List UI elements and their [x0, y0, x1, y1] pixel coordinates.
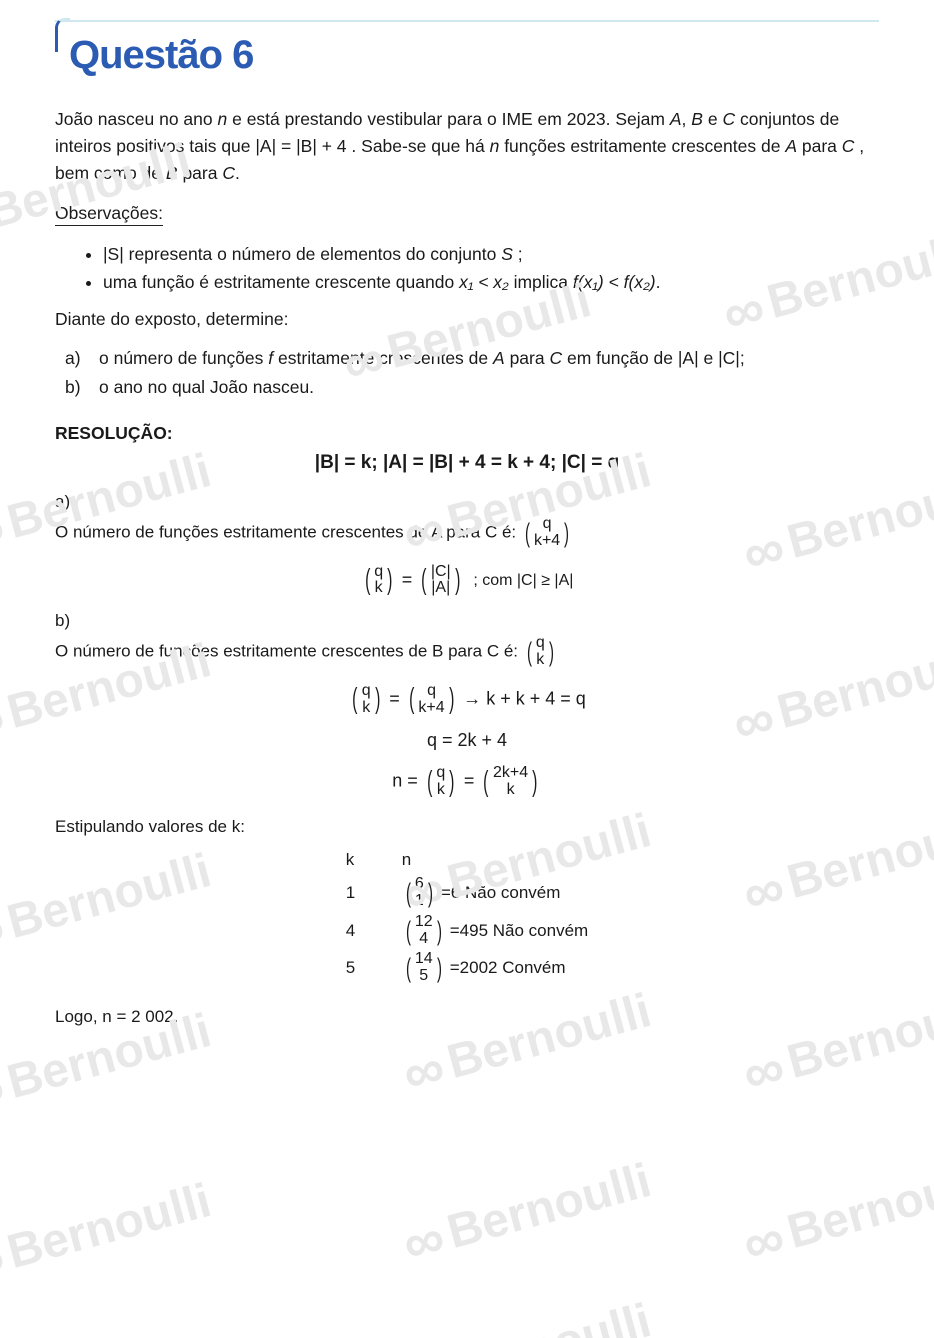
binom-qk: ( qk ): [363, 564, 395, 598]
watermark-text: Bernoulli: [442, 1154, 657, 1259]
part-b: b) o ano no qual João nasceu.: [65, 373, 879, 403]
var-n: n: [218, 109, 228, 129]
part-b-text: o ano no qual João nasceu.: [99, 373, 314, 403]
obs2-cond1: x₁ < x₂: [459, 272, 509, 292]
stm-part8: para: [182, 163, 222, 183]
stm-e: e: [708, 109, 723, 129]
part-a-label: a): [65, 344, 99, 374]
obs2-b: implica: [514, 272, 573, 292]
eq-a: ( qk ) = ( |C||A| ) ; com |C| ≥ |A|: [55, 564, 879, 598]
part-a: a) o número de funções f estritamente cr…: [65, 344, 879, 374]
k-table: k n 1 (61) =6 Não convém 4 (124) =495 Nã…: [55, 844, 879, 989]
watermark-text: Bernoulli: [782, 984, 934, 1089]
var-S: S: [501, 244, 513, 264]
comma1: ,: [682, 109, 692, 129]
stm-part2: e está prestando vestibular para o IME e…: [232, 109, 670, 129]
k-row-2: 4 (124) =495 Não convém: [346, 914, 588, 948]
stm-part6: para: [802, 136, 842, 156]
obs2-a: uma função é estritamente crescente quan…: [103, 272, 459, 292]
var-C2: C: [842, 136, 855, 156]
resolution-heading: RESOLUÇÃO:: [55, 423, 879, 444]
watermark-text: Bernoulli: [442, 984, 657, 1089]
label-b: b): [55, 611, 879, 631]
var-A2: A: [785, 136, 797, 156]
obs-item-1: |S| representa o número de elementos do …: [103, 240, 879, 268]
obs2-cond2: f(x₁) < f(x₂): [573, 272, 656, 292]
sol-b-text-row: O número de funções estritamente crescen…: [55, 635, 879, 669]
dot1: .: [235, 163, 240, 183]
sol-a-text-row: O número de funções estritamente crescen…: [55, 516, 879, 550]
part-b-label: b): [65, 373, 99, 403]
var-B2: B: [166, 163, 178, 183]
var-C3: C: [222, 163, 235, 183]
arrow: → k + k + 4 = q: [463, 688, 586, 708]
header-strip: [55, 20, 879, 25]
page: ∞Bernoulli ∞Bernoulli ∞Bernoulli ∞Bernou…: [0, 0, 934, 1338]
var-n2: n: [490, 136, 500, 156]
eq-b2: q = 2k + 4: [55, 730, 879, 751]
k-row-1: 1 (61) =6 Não convém: [346, 876, 588, 910]
part-a-abs: |A| e |C|;: [678, 348, 745, 368]
var-B: B: [691, 109, 703, 129]
part-a-f: f: [268, 348, 273, 368]
obs1-a: |S| representa o número de elementos do …: [103, 244, 501, 264]
sol-a-text: O número de funções estritamente crescen…: [55, 522, 521, 541]
sol-b-text: O número de funções estritamente crescen…: [55, 641, 523, 660]
part-a-t4: em função de: [567, 348, 678, 368]
k-row-3: 5 (145) =2002 Convém: [346, 951, 588, 985]
defs-line: |B| = k; |A| = |B| + 4 = k + 4; |C| = q: [55, 452, 879, 474]
part-a-C: C: [549, 348, 562, 368]
watermark-text: Bernoulli: [442, 1294, 657, 1338]
final-answer: Logo, n = 2 002.: [55, 1007, 879, 1027]
equals1: =: [402, 569, 413, 589]
part-a-A: A: [493, 348, 505, 368]
question-title: Questão 6: [69, 33, 879, 78]
obs1-b: ;: [518, 244, 523, 264]
binom-q-k4: ( qk+4 ): [523, 516, 571, 550]
part-a-t2: estritamente crescentes de: [278, 348, 493, 368]
header-corner-decoration: [55, 18, 70, 52]
var-A: A: [670, 109, 682, 129]
var-C: C: [722, 109, 735, 129]
eq-b3: n = (qk) = (2k+4k): [55, 765, 879, 799]
stm-part4: . Sabe-se que há: [351, 136, 489, 156]
watermark-text: Bernoulli: [782, 1154, 934, 1259]
watermark-text: Bernoulli: [2, 1174, 217, 1279]
prompt-line: Diante do exposto, determine:: [55, 306, 879, 333]
eqA-note: ; com |C| ≥ |A|: [473, 572, 573, 589]
label-a: a): [55, 492, 879, 512]
n-eq: n =: [392, 771, 423, 791]
k-table-head: k n: [346, 850, 588, 870]
part-a-t1: o número de funções: [99, 348, 268, 368]
stm-part5: funções estritamente crescentes de: [504, 136, 785, 156]
part-a-t3: para: [510, 348, 550, 368]
stip-label: Estipulando valores de k:: [55, 813, 879, 840]
obs-item-2: uma função é estritamente crescente quan…: [103, 268, 879, 296]
eq1: |A| = |B| + 4: [255, 136, 346, 156]
stm-part1: João nasceu no ano: [55, 109, 218, 129]
dot2: .: [656, 272, 661, 292]
eq-b1: (qk) = (qk+4) → k + k + 4 = q: [55, 683, 879, 717]
binom-CA: ( |C||A| ): [419, 564, 462, 598]
observations-list: |S| representa o número de elementos do …: [85, 240, 879, 296]
binom-q-k: ( qk ): [525, 635, 556, 669]
problem-statement: João nasceu no ano n e está prestando ve…: [55, 106, 879, 187]
parts-list: a) o número de funções f estritamente cr…: [65, 344, 879, 404]
observations-label: Observações:: [55, 203, 163, 226]
